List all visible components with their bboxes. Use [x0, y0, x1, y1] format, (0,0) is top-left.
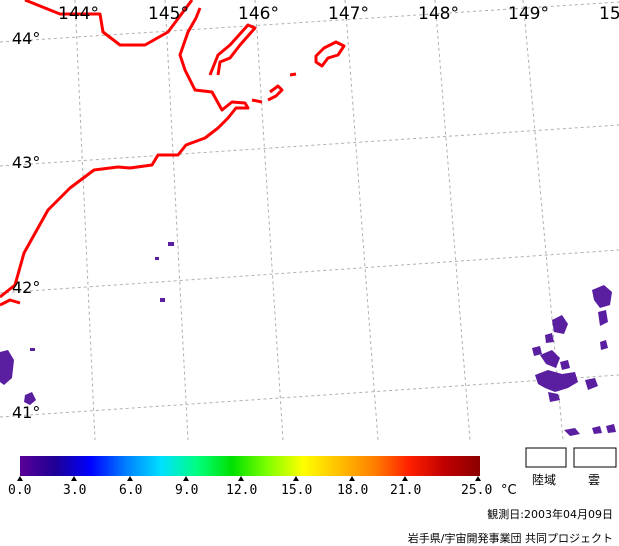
colorbar-tick-mark: [71, 476, 77, 481]
longitude-line-145: [164, 0, 189, 441]
sst-patch: [564, 428, 580, 436]
latitude-line-43: [0, 124, 619, 167]
graticule: [0, 0, 619, 441]
habomai-island-a: [267, 84, 284, 102]
colorbar-tick-mark: [475, 476, 481, 481]
sst-patch: [160, 298, 165, 302]
latitude-line-42: [0, 249, 619, 294]
latitude-label: 42°: [12, 278, 40, 297]
colorbar-tick-mark: [402, 476, 408, 481]
sst-patch: [606, 424, 616, 433]
sst-patch: [585, 378, 598, 390]
longitude-label: 147°: [328, 4, 369, 24]
sst-patch: [30, 348, 35, 351]
colorbar-tick-mark: [183, 476, 189, 481]
latitude-labels: 44° 43° 42° 41°: [12, 29, 40, 422]
colorbar-tick-label: 21.0: [390, 483, 421, 498]
longitude-line-147: [344, 0, 379, 441]
colorbar-tick-marks: [17, 476, 481, 481]
sst-patch: [0, 350, 14, 385]
sst-patch: [552, 315, 568, 334]
sst-patch: [540, 350, 560, 368]
latitude-label: 43°: [12, 153, 40, 172]
sst-data-patches: [0, 242, 616, 436]
sst-patch: [24, 392, 36, 405]
sst-patch: [592, 285, 612, 308]
sst-patch: [168, 242, 174, 246]
colorbar-tick-label: 15.0: [281, 483, 312, 498]
colorbar: 0.0 3.0 6.0 9.0 12.0 15.0 18.0 21.0 25.0…: [8, 456, 517, 498]
kunashiri-island-small: [251, 98, 263, 104]
colorbar-tick-mark: [127, 476, 133, 481]
longitude-label: 146°: [238, 4, 279, 24]
colorbar-tick-label: 12.0: [226, 483, 257, 498]
islet: [289, 72, 297, 77]
longitude-label: 149°: [508, 4, 549, 24]
longitude-label: 145°: [148, 4, 189, 24]
colorbar-tick-mark: [17, 476, 23, 481]
colorbar-bar: [20, 456, 480, 476]
coastline: [0, 0, 346, 307]
sst-patch: [600, 340, 608, 350]
hokkaido-coast-north: [24, 0, 194, 47]
longitude-line-148: [434, 0, 471, 441]
sst-patch: [592, 426, 602, 434]
sst-patch: [598, 310, 608, 326]
latitude-line-41: [0, 374, 619, 418]
latitude-label: 41°: [12, 403, 40, 422]
colorbar-tick-label: 25.0: [461, 483, 492, 498]
sst-patch: [560, 360, 570, 370]
longitude-line-144: [74, 0, 96, 441]
longitude-label: 15: [599, 4, 619, 24]
surface-legend: 陸域 雲: [525, 447, 617, 487]
latitude-label: 44°: [12, 29, 40, 48]
land-legend-label: 陸域: [532, 473, 556, 487]
latitude-line-44: [0, 1, 619, 43]
sst-patch: [545, 333, 554, 343]
colorbar-tick-mark: [349, 476, 355, 481]
longitude-labels: 144° 145° 146° 147° 148° 149° 15: [58, 4, 619, 24]
colorbar-tick-label: 6.0: [119, 483, 142, 498]
colorbar-tick-label: 9.0: [175, 483, 198, 498]
sst-patch: [535, 370, 578, 392]
sst-patch: [532, 346, 542, 356]
observation-date: 観測日:2003年04月09日: [487, 508, 613, 521]
shiretoko-peninsula: [208, 23, 257, 76]
cloud-legend-label: 雲: [588, 473, 600, 487]
colorbar-unit-label: °C: [501, 483, 517, 498]
colorbar-tick-mark: [238, 476, 244, 481]
longitude-line-146: [254, 0, 284, 441]
coast-bottom-left: [0, 298, 21, 307]
sst-patch: [155, 257, 159, 260]
colorbar-tick-label: 0.0: [8, 483, 31, 498]
longitude-label: 148°: [418, 4, 459, 24]
longitude-label: 144°: [58, 4, 99, 24]
colorbar-tick-label: 3.0: [63, 483, 86, 498]
colorbar-tick-label: 18.0: [337, 483, 368, 498]
credit-line: 岩手県/宇宙開発事業団 共同プロジェクト: [407, 532, 613, 545]
hokkaido-coast-east: [0, 7, 250, 299]
shikotan-island: [314, 40, 346, 68]
land-legend-swatch: [525, 447, 567, 468]
cloud-legend-swatch: [573, 447, 617, 468]
sst-patch: [548, 392, 560, 402]
colorbar-tick-mark: [293, 476, 299, 481]
